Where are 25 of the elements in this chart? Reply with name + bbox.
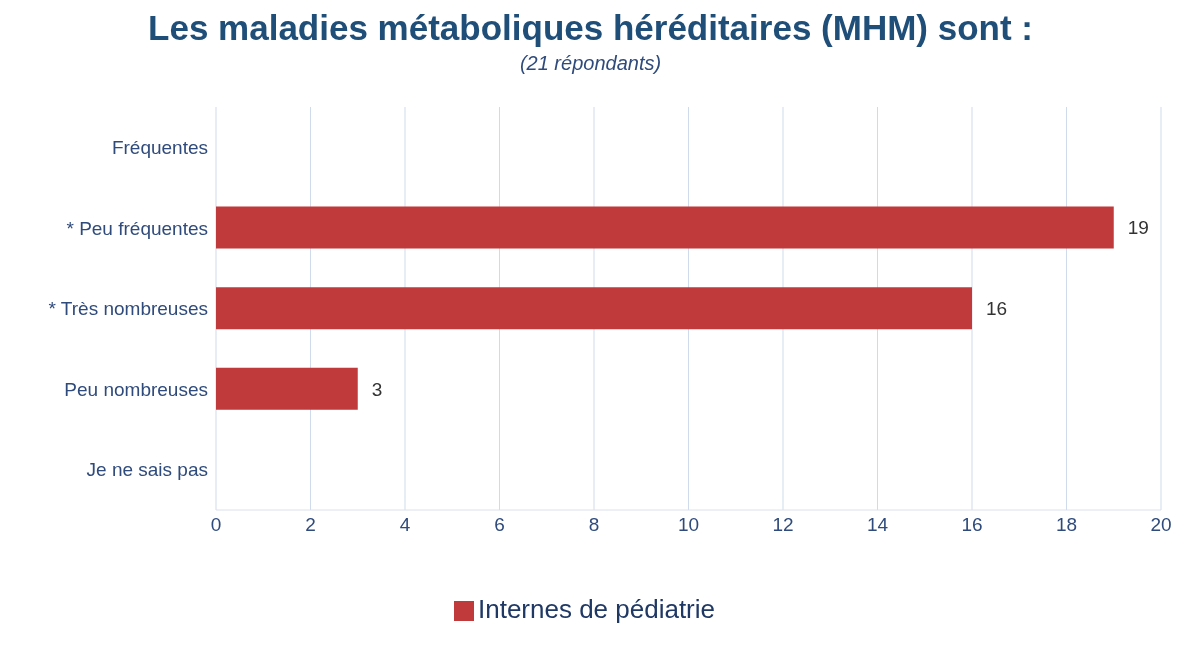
bar — [216, 287, 972, 330]
data-label: 16 — [986, 297, 1008, 319]
bar — [216, 367, 358, 410]
chart-title: Les maladies métaboliques héréditaires (MHM) sont : — [147, 8, 1034, 48]
x-tick-label: 2 — [305, 514, 316, 536]
x-tick-label: 8 — [588, 514, 600, 536]
y-tick-label: * Très nombreuses — [48, 298, 208, 320]
data-label: 3 — [371, 378, 383, 400]
x-tick-label: 10 — [677, 514, 700, 536]
legend-label: Internes de pédiatrie — [477, 594, 716, 624]
chart-subtitle: (21 répondants) — [518, 52, 663, 75]
y-tick-label: Je ne sais pas — [86, 459, 208, 481]
x-tick-label: 6 — [494, 514, 505, 536]
y-tick-label: Fréquentes — [111, 137, 208, 159]
x-tick-label: 16 — [961, 514, 983, 536]
y-tick-label: Peu nombreuses — [64, 378, 208, 400]
bar — [216, 206, 1114, 249]
x-tick-label: 4 — [399, 514, 411, 536]
y-tick-label: * Peu fréquentes — [66, 217, 208, 239]
data-label: 19 — [1127, 217, 1149, 239]
x-tick-label: 18 — [1055, 514, 1078, 536]
x-tick-label: 0 — [210, 514, 222, 536]
x-tick-label: 14 — [866, 514, 889, 536]
x-tick-label: 12 — [772, 514, 794, 536]
x-tick-label: 20 — [1150, 514, 1172, 536]
